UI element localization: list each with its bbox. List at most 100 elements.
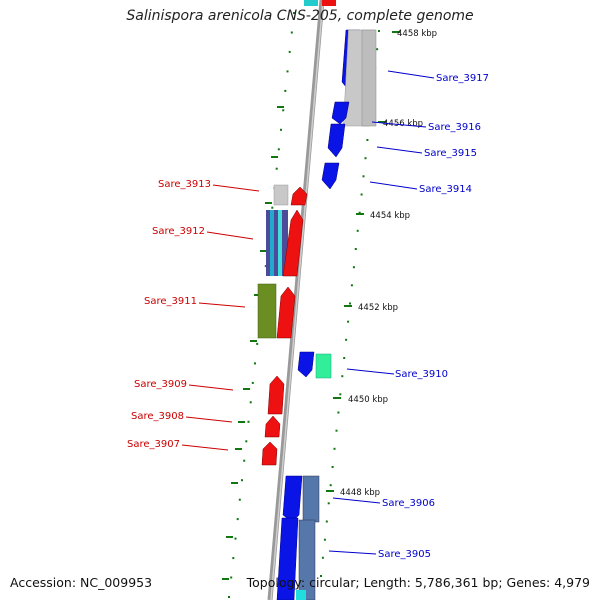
- guide-dot: [329, 484, 332, 487]
- guide-dot: [360, 193, 363, 196]
- guide-dot: [354, 248, 357, 250]
- tick-mark: [226, 536, 233, 538]
- backbone-track: [267, 0, 325, 601]
- guide-dot: [364, 157, 367, 160]
- ruler-label-4454: 4454 kbp: [370, 211, 410, 221]
- tick-mark: [326, 490, 334, 492]
- guide-dot: [341, 375, 344, 378]
- guide-dot: [349, 302, 351, 305]
- gene-label-sare-3908[interactable]: Sare_3908: [131, 411, 184, 422]
- feature-sare-3912-stripe-a: [270, 210, 274, 276]
- map-title: Salinispora arenicola CNS-205, complete …: [126, 8, 474, 24]
- tick-mark: [333, 397, 341, 399]
- gene-label-sare-3910[interactable]: Sare_3910: [395, 369, 448, 380]
- ruler-labels: 4458 kbp 4456 kbp 4454 kbp 4452 kbp 4450…: [340, 29, 437, 498]
- gene-label-sare-3911[interactable]: Sare_3911: [144, 296, 197, 307]
- gene-label-sare-3907[interactable]: Sare_3907: [127, 439, 180, 450]
- feature-sare-3913[interactable]: [290, 186, 308, 206]
- tick-mark: [222, 578, 229, 580]
- feature-top-cyan[interactable]: [304, 0, 318, 6]
- guide-dot: [280, 128, 282, 131]
- feature-sare-3906-blue[interactable]: [282, 475, 303, 523]
- guide-dot: [243, 459, 246, 462]
- feature-sare-3912-stripe-b: [278, 210, 282, 276]
- guide-dot: [331, 466, 334, 468]
- tick-mark: [235, 448, 242, 450]
- guide-dot: [323, 538, 326, 541]
- guide-dot: [236, 518, 239, 521]
- tick-mark: [250, 340, 257, 342]
- feature-bottom-cyan[interactable]: [296, 590, 306, 600]
- feature-sare-3910-blue[interactable]: [297, 351, 315, 378]
- feature-sare-3911[interactable]: [276, 286, 296, 339]
- guide-dot: [290, 31, 293, 34]
- guide-dot: [247, 420, 250, 423]
- guide-dot: [347, 320, 350, 323]
- guide-dot: [264, 265, 267, 268]
- guide-dot: [282, 109, 285, 112]
- gene-label-sare-3913[interactable]: Sare_3913: [158, 179, 211, 190]
- feature-sare-3911-partner[interactable]: [257, 283, 277, 339]
- tick-mark: [277, 106, 284, 108]
- leader-lines-left: [181, 184, 260, 451]
- guide-dot: [286, 70, 289, 73]
- feature-top-red[interactable]: [322, 0, 336, 6]
- ruler-label-4448: 4448 kbp: [340, 488, 380, 498]
- tick-mark: [265, 202, 272, 204]
- guide-dot: [245, 440, 248, 443]
- ruler-label-4450: 4450 kbp: [348, 395, 388, 405]
- gene-label-sare-3916[interactable]: Sare_3916: [428, 122, 481, 133]
- guide-dot: [293, 12, 295, 14]
- feature-sare-3914[interactable]: [321, 162, 340, 190]
- guide-dot: [232, 557, 235, 560]
- feature-sare-3909[interactable]: [267, 375, 285, 415]
- tick-marks: [222, 31, 400, 580]
- tick-mark: [243, 388, 250, 390]
- tick-mark: [378, 121, 386, 123]
- feature-sare-3915[interactable]: [327, 123, 346, 158]
- guide-dot: [339, 393, 342, 396]
- feature-sare-3916[interactable]: [331, 101, 350, 125]
- guide-dot: [241, 479, 243, 482]
- gene-label-sare-3906[interactable]: Sare_3906: [382, 498, 435, 509]
- accession-text: Accession: NC_009953: [10, 575, 153, 590]
- guide-dot: [288, 50, 291, 53]
- guide-dot: [275, 167, 278, 170]
- guide-dot: [343, 357, 346, 359]
- guide-dot: [320, 575, 322, 577]
- guide-dot: [249, 401, 252, 404]
- guide-dot: [228, 596, 230, 598]
- guide-dot: [230, 576, 233, 579]
- guide-dot: [234, 537, 237, 540]
- guide-dot: [358, 211, 361, 214]
- ruler-label-4452: 4452 kbp: [358, 303, 398, 313]
- gene-labels-left: Sare_3913 Sare_3912 Sare_3911 Sare_3909 …: [127, 179, 211, 450]
- leader-lines-right: [328, 70, 435, 555]
- backbone-highlight: [270, 0, 324, 601]
- feature-sare-3913-partner[interactable]: [273, 184, 289, 206]
- guide-dot: [345, 338, 348, 341]
- feature-sare-3910[interactable]: [315, 353, 332, 379]
- gene-label-sare-3917[interactable]: Sare_3917: [436, 73, 489, 84]
- gene-labels-right: Sare_3917 Sare_3916 Sare_3915 Sare_3914 …: [378, 73, 489, 560]
- gene-label-sare-3915[interactable]: Sare_3915: [424, 148, 477, 159]
- genome-summary-text: Topology: circular; Length: 5,786,361 bp…: [246, 575, 590, 590]
- feature-sare-3906[interactable]: [302, 475, 320, 523]
- ruler-label-4456: 4456 kbp: [383, 119, 423, 129]
- feature-grey-block[interactable]: [361, 29, 377, 127]
- tick-mark: [344, 305, 352, 307]
- tick-mark: [392, 31, 400, 33]
- gene-label-sare-3909[interactable]: Sare_3909: [134, 379, 187, 390]
- gene-label-sare-3912[interactable]: Sare_3912: [152, 226, 205, 237]
- tick-mark: [231, 482, 238, 484]
- feature-sare-3907[interactable]: [261, 441, 278, 466]
- guide-dot: [335, 429, 338, 432]
- gene-label-sare-3905[interactable]: Sare_3905: [378, 549, 431, 560]
- guide-dot: [321, 556, 324, 559]
- feature-sare-3912[interactable]: [282, 209, 304, 277]
- feature-sare-3908[interactable]: [264, 415, 281, 438]
- gene-label-sare-3914[interactable]: Sare_3914: [419, 184, 472, 195]
- guide-dot: [238, 498, 241, 501]
- tick-mark: [260, 250, 267, 252]
